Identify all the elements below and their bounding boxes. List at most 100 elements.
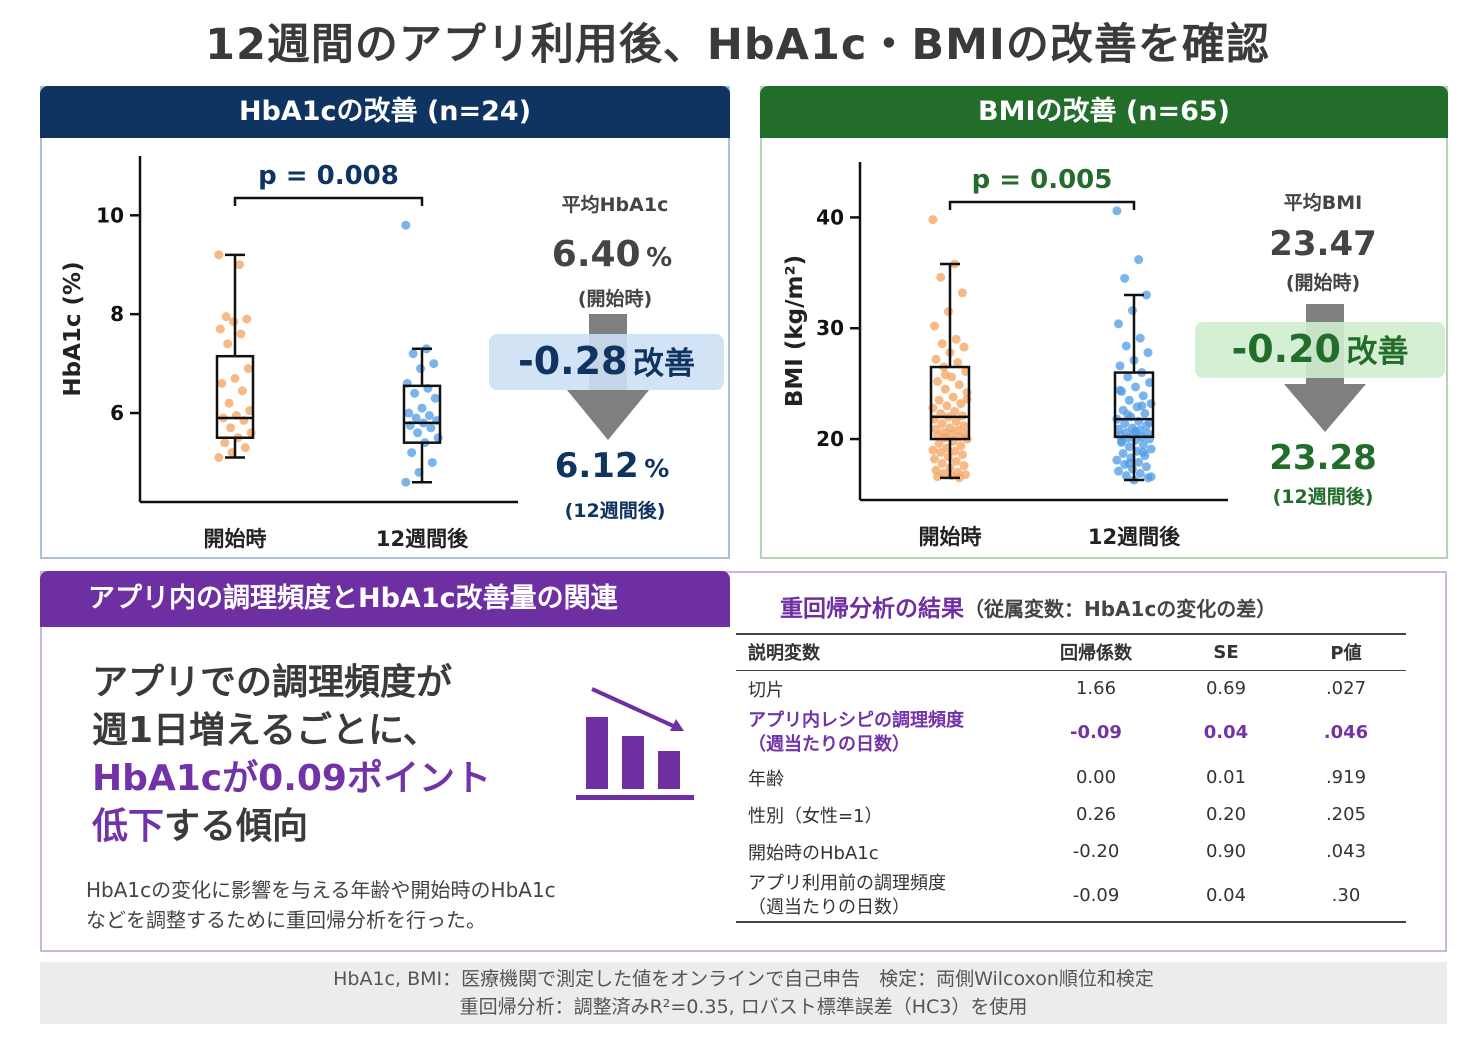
data-point [424, 411, 434, 420]
data-point [959, 421, 969, 431]
data-point [956, 399, 966, 409]
data-point [1138, 447, 1148, 457]
data-point [950, 446, 960, 456]
bmi-change-value: -0.20 [1231, 327, 1341, 371]
hba1c-change: -0.28 改善 [489, 338, 724, 383]
data-point [957, 450, 967, 460]
data-point [237, 386, 247, 396]
hba1c-change-value: -0.28 [517, 339, 628, 383]
bmi-panel: BMIの改善 (n=65) 20 30 40 BMI (kg/m²) 開始時 12週間後 p… [760, 86, 1448, 559]
data-point [417, 403, 427, 413]
data-point [934, 395, 944, 405]
data-point [1135, 333, 1145, 343]
hba1c-change-badge [489, 334, 724, 390]
hba1c-boxplot: 6 8 10 HbA1c (%) 開始時 12週間後 p = 0.008 [60, 156, 518, 551]
cooking-finding: アプリでの調理頻度が 週1日増えるごとに、 HbA1cが0.09ポイント 低下す… [92, 659, 491, 851]
significance-bracket [948, 200, 1136, 210]
y-tick-label: 10 [96, 203, 124, 227]
bmi-mean-title: 平均BMI [1283, 192, 1363, 214]
data-point [429, 359, 439, 369]
y-axis-label: HbA1c (%) [60, 261, 86, 396]
table-cell: 0.90 [1205, 841, 1247, 862]
table-cell: 0.26 [1075, 804, 1117, 825]
table-cell: 0.01 [1205, 767, 1247, 788]
cooking-note-line1: HbA1cの変化に影響を与える年齢や開始時のHbA1c [86, 878, 556, 902]
table-cell: -0.09 [1026, 870, 1166, 923]
x-tick-label: 12週間後 [1088, 525, 1181, 549]
data-point [242, 314, 252, 324]
data-point [1146, 472, 1156, 482]
bmi-start-caption: (開始時) [1285, 272, 1361, 294]
bmi-panel-header: BMIの改善 (n=65) [760, 86, 1448, 138]
data-point [1112, 206, 1122, 216]
hba1c-panel-header: HbA1cの改善 (n=24) [40, 86, 730, 138]
bmi-end-caption: (12週間後) [1272, 486, 1374, 508]
column-header: P値 [1286, 633, 1406, 671]
data-point [1121, 471, 1131, 481]
data-point [1115, 385, 1125, 395]
footnote-line1: HbA1c, BMI：医療機関で測定した値をオンラインで自己申告 検定：両側Wi… [333, 968, 1154, 990]
data-point [1113, 466, 1123, 476]
data-point [224, 398, 234, 408]
table-cell: .919 [1325, 767, 1367, 788]
hba1c-start-value: 6.40 [551, 234, 641, 275]
footnote-line2: 重回帰分析：調整済みR²=0.35, ロバスト標準誤差（HC3）を使用 [459, 996, 1028, 1018]
hba1c-change-word: 改善 [633, 346, 696, 382]
box-iqr [929, 365, 971, 441]
page-title: 12週間のアプリ利用後、HbA1c・BMIの改善を確認 [205, 20, 1270, 70]
table-cell: 1.66 [1075, 678, 1117, 700]
data-point [954, 380, 964, 390]
data-point [1118, 448, 1128, 458]
data-point [234, 260, 244, 270]
cooking-finding-highlight: 低下 [92, 806, 165, 847]
significance-bracket [233, 196, 424, 206]
y-tick-label: 8 [110, 302, 124, 326]
x-tick-label: 開始時 [919, 525, 982, 549]
regression-title: 重回帰分析の結果 [780, 596, 964, 622]
data-point [433, 433, 443, 443]
data-point [1124, 395, 1134, 405]
regression-table-title: 重回帰分析の結果（従属変数：HbA1cの変化の差） [780, 589, 1276, 623]
data-point [1127, 305, 1137, 315]
data-point [959, 342, 969, 352]
data-point [1138, 391, 1148, 401]
data-point [1134, 255, 1144, 265]
table-cell: 0.69 [1205, 678, 1247, 700]
data-point [936, 447, 946, 457]
regression-subtitle: （従属変数：HbA1cの変化の差） [964, 597, 1277, 621]
table-row: 切片 1.66 0.69 .027 [736, 670, 1406, 707]
p-value-label: p = 0.008 [258, 161, 399, 191]
data-point [236, 329, 246, 339]
data-point [410, 388, 420, 398]
table-cell: アプリ利用前の調理頻度 （週当たりの日数） [736, 870, 1026, 923]
data-point [1146, 444, 1156, 454]
column-header: SE [1166, 633, 1286, 671]
table-row: 年齢 0.00 0.01 .919 [736, 759, 1406, 796]
table-cell: 0.04 [1166, 870, 1286, 923]
data-point [240, 443, 250, 453]
data-point [943, 452, 953, 462]
data-point [959, 461, 969, 471]
data-point [1121, 341, 1131, 351]
data-point [1120, 273, 1130, 283]
table-cell: .046 [1323, 722, 1369, 743]
data-point [931, 354, 941, 364]
y-tick-label: 20 [816, 427, 844, 451]
data-point [426, 423, 436, 433]
bmi-start-value: 23.47 [1269, 224, 1377, 264]
box-iqr [402, 384, 442, 444]
data-point [401, 220, 411, 230]
data-point [226, 423, 236, 433]
data-point [220, 438, 230, 448]
data-point [957, 288, 967, 298]
data-point [928, 215, 938, 225]
data-point [408, 349, 418, 359]
table-cell: 切片 [748, 679, 784, 701]
table-cell: 開始時のHbA1c [748, 842, 879, 864]
data-point [1123, 372, 1133, 382]
hba1c-end-unit: % [644, 454, 670, 483]
hba1c-end-value: 6.12 [554, 446, 639, 486]
data-point [950, 406, 960, 416]
data-point [214, 250, 224, 260]
column-header: 説明変数 [736, 633, 1026, 671]
